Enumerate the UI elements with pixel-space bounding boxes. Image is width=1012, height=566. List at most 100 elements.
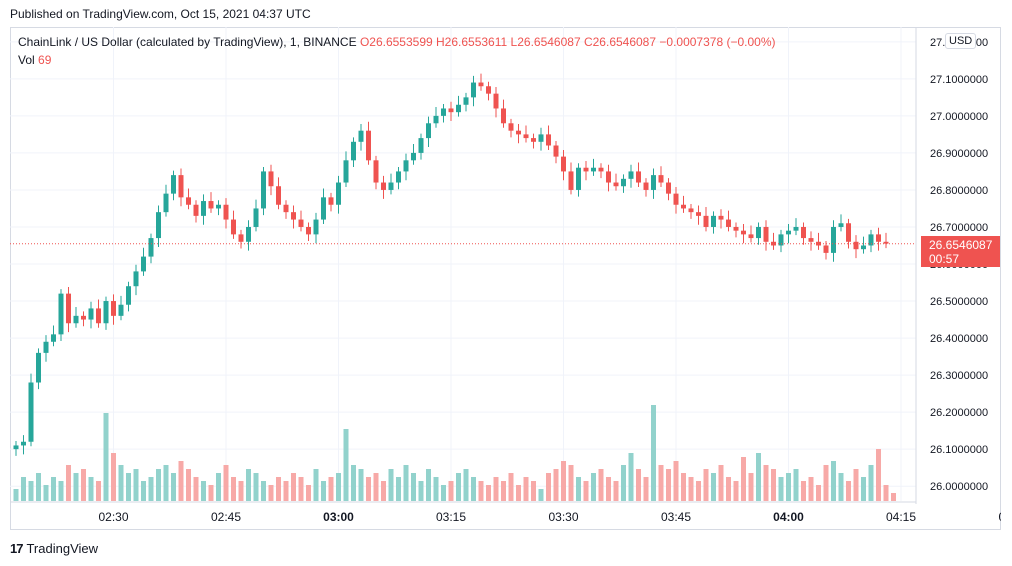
volume-bar (51, 477, 56, 501)
y-tick-label: 26.2000000 (930, 407, 988, 419)
volume-bar (298, 477, 304, 501)
volume-bar (756, 453, 761, 501)
candle-body (141, 256, 146, 272)
candle-body (778, 234, 784, 246)
candle-body (276, 186, 281, 205)
candle-body (126, 286, 131, 305)
y-tick-label: 26.1000000 (930, 444, 988, 456)
x-tick-label: 03:15 (436, 510, 466, 524)
y-tick-label: 26.7000000 (930, 222, 988, 234)
volume-bar (156, 469, 161, 501)
candle-body (118, 304, 124, 316)
candle-body (876, 234, 881, 242)
volume-bar (103, 413, 109, 501)
candle-body (156, 212, 161, 239)
candle-body (486, 86, 491, 94)
volume-bar (778, 477, 784, 501)
candle-body (426, 123, 431, 139)
candle-body (801, 226, 806, 239)
candle-body (471, 82, 476, 98)
footer-brand: 17 TradingView (10, 541, 98, 556)
volume-bar (291, 473, 296, 501)
volume-bar (598, 469, 604, 501)
volume-bar (88, 477, 94, 501)
volume-bar (501, 481, 506, 501)
candle-body (88, 308, 94, 320)
volume-bar (253, 473, 259, 501)
candle-body (636, 171, 641, 183)
candle-body (681, 204, 686, 209)
volume-bar (576, 477, 581, 501)
volume-bar (171, 473, 176, 501)
volume-bar (246, 469, 251, 501)
candle-body (43, 341, 49, 353)
volume-bar (523, 477, 529, 501)
open-value: O26.6553599 (359, 35, 433, 49)
candle-body (598, 167, 604, 172)
candle-body (313, 219, 319, 235)
candle-body (666, 182, 671, 194)
volume-bar (741, 457, 746, 501)
volume-bar (388, 469, 394, 501)
candle-body (583, 167, 589, 172)
candle-body (366, 130, 371, 161)
last-price-tag: 26.6546087 00:57 (921, 236, 1000, 267)
candle-body (433, 115, 439, 124)
volume-bar (381, 481, 386, 501)
candle-body (223, 204, 229, 220)
candle-body (883, 241, 889, 244)
candle-body (868, 234, 874, 246)
candle-body (441, 108, 446, 116)
volume-bar (868, 465, 874, 501)
candle-body (253, 208, 259, 227)
candle-body (538, 134, 544, 142)
volume-bar (538, 489, 544, 501)
candle-body (51, 334, 56, 342)
x-tick-label: 04:30 (998, 510, 1001, 524)
candle-body (651, 175, 656, 190)
volume-bar (891, 493, 896, 501)
volume-value: 69 (38, 53, 52, 67)
volume-bar (238, 481, 244, 501)
volume-bar (823, 465, 829, 501)
candle-body (186, 197, 191, 205)
y-tick-label: 26.9000000 (930, 148, 988, 160)
volume-bar (816, 485, 821, 501)
price-chart[interactable]: 26.0000000 26.1000000 26.2000000 26.3000000… (10, 27, 1001, 530)
candle-body (696, 212, 701, 216)
volume-bar (96, 481, 101, 501)
candle-body (193, 204, 199, 216)
candle-body (621, 178, 626, 187)
candle-body (321, 197, 326, 220)
volume-bar (846, 481, 851, 501)
candle-body (501, 108, 506, 124)
candle-body (478, 82, 484, 87)
volume-bar (126, 473, 131, 501)
currency-button[interactable]: USD (945, 33, 977, 49)
candle-body (58, 293, 64, 335)
volume-bar (441, 485, 446, 501)
volume-bar (801, 481, 806, 501)
volume-bar (36, 473, 41, 501)
y-tick-label: 26.5000000 (930, 296, 988, 308)
candle-body (546, 134, 551, 146)
candle-body (13, 445, 19, 450)
x-tick-label: 02:30 (98, 510, 128, 524)
candle-body (66, 293, 71, 324)
volume-bar (328, 477, 334, 501)
volume-bar (208, 485, 214, 501)
x-tick-label: 02:45 (211, 510, 241, 524)
volume-bar (306, 485, 311, 501)
candle-body (846, 223, 851, 242)
volume-bar (411, 473, 416, 501)
candle-body (516, 130, 521, 135)
candle-body (726, 219, 731, 227)
candle-body (351, 141, 356, 161)
volume-bar (336, 473, 341, 501)
volume-bar (808, 477, 814, 501)
volume-bar (81, 469, 86, 501)
volume-bar (516, 485, 521, 501)
tradingview-logo-icon: 17 (10, 541, 24, 556)
volume-bar (831, 461, 836, 501)
low-value: L26.6546087 (510, 35, 581, 49)
